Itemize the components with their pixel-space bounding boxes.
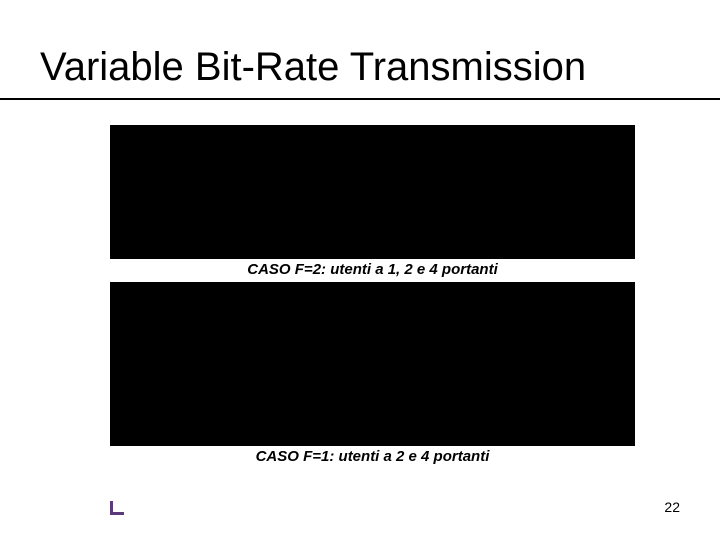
figure-box-1 (110, 125, 635, 259)
slide-title: Variable Bit-Rate Transmission (40, 45, 586, 90)
slide: Variable Bit-Rate Transmission CASO F=2:… (0, 0, 720, 540)
figure-caption-1: CASO F=2: utenti a 1, 2 e 4 portanti (110, 261, 635, 278)
figure-caption-2: CASO F=1: utenti a 2 e 4 portanti (110, 448, 635, 465)
corner-accent-icon (110, 501, 124, 515)
title-underline (0, 98, 720, 100)
figure-box-2 (110, 282, 635, 446)
page-number: 22 (664, 499, 680, 515)
